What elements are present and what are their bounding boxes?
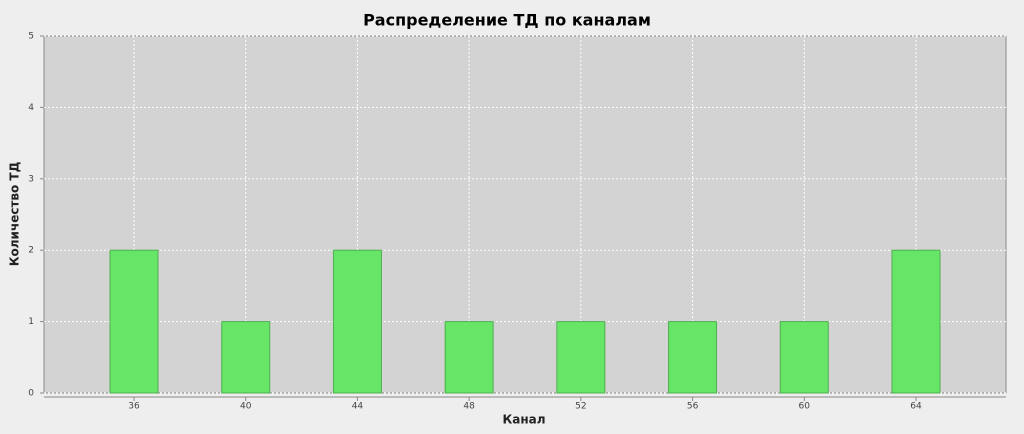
plot-area	[43, 35, 1007, 394]
bar	[779, 321, 829, 394]
y-tick-label: 0	[28, 389, 34, 399]
x-tick-label: 48	[463, 402, 475, 412]
bar	[668, 321, 718, 394]
x-tick-label: 64	[910, 402, 922, 412]
chart-title: Распределение ТД по каналам	[363, 11, 651, 30]
bar	[332, 249, 382, 394]
x-tick-label: 36	[128, 402, 140, 412]
x-tick-label: 40	[240, 402, 252, 412]
bar	[109, 249, 159, 394]
y-tick-label: 3	[28, 174, 34, 184]
bar	[221, 321, 271, 394]
y-tick-label: 2	[28, 246, 34, 256]
y-tick-label: 5	[28, 32, 34, 42]
y-tick-label: 1	[28, 317, 34, 327]
bar	[444, 321, 494, 394]
bar	[891, 249, 941, 394]
x-tick-label: 44	[352, 402, 364, 412]
x-tick-label: 52	[575, 402, 586, 412]
y-axis-label: Количество ТД	[8, 162, 22, 267]
y-tick-label: 4	[28, 103, 34, 113]
x-tick-label: 56	[687, 402, 699, 412]
bar	[556, 321, 606, 394]
x-axis-label: Канал	[502, 413, 545, 427]
x-tick-label: 60	[799, 402, 811, 412]
